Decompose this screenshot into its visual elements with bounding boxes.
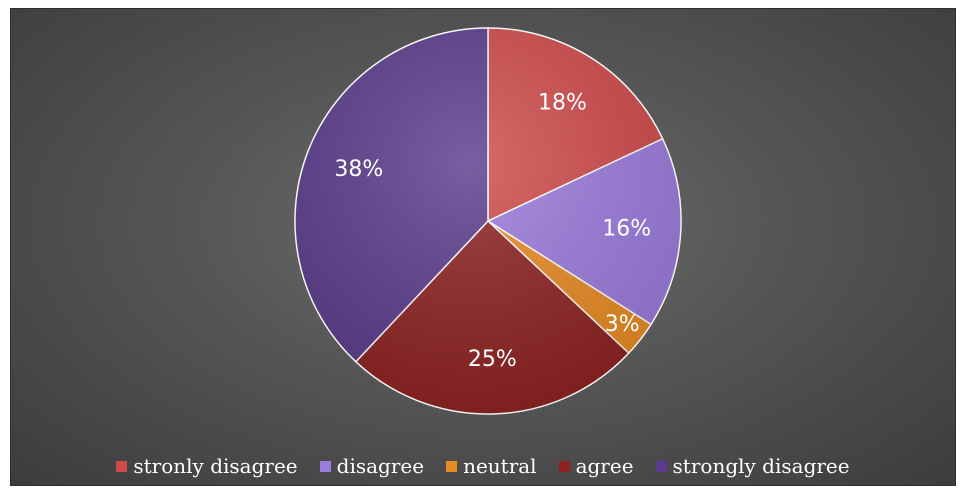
pie-chart: 18% 16% 3% 25% 38% (294, 27, 682, 415)
legend-swatch-disagree (319, 460, 331, 472)
legend-label-agree: agree (575, 454, 634, 478)
slice-label-strongly-disagree: 38% (334, 157, 383, 182)
slice-label-neutral: 3% (605, 312, 640, 337)
legend-swatch-agree (558, 460, 570, 472)
legend-item-stronly-disagree: stronly disagree (116, 454, 298, 478)
legend-label-neutral: neutral (463, 454, 537, 478)
legend-item-neutral: neutral (446, 454, 537, 478)
legend-label-disagree: disagree (336, 454, 425, 478)
legend-item-disagree: disagree (319, 454, 425, 478)
legend: stronly disagree disagree neutral agree … (10, 454, 956, 478)
legend-swatch-neutral (446, 460, 458, 472)
legend-swatch-stronly-disagree (116, 460, 128, 472)
legend-label-strongly-disagree: strongly disagree (672, 454, 850, 478)
chart-area: 18% 16% 3% 25% 38% stronly disagree disagree… (10, 8, 956, 486)
legend-label-stronly-disagree: stronly disagree (133, 454, 298, 478)
slice-label-stronly-disagree: 18% (538, 91, 587, 116)
slice-label-disagree: 16% (602, 217, 651, 242)
legend-item-agree: agree (558, 454, 634, 478)
legend-swatch-strongly-disagree (655, 460, 667, 472)
slice-label-agree: 25% (468, 347, 517, 372)
legend-item-strongly-disagree: strongly disagree (655, 454, 850, 478)
